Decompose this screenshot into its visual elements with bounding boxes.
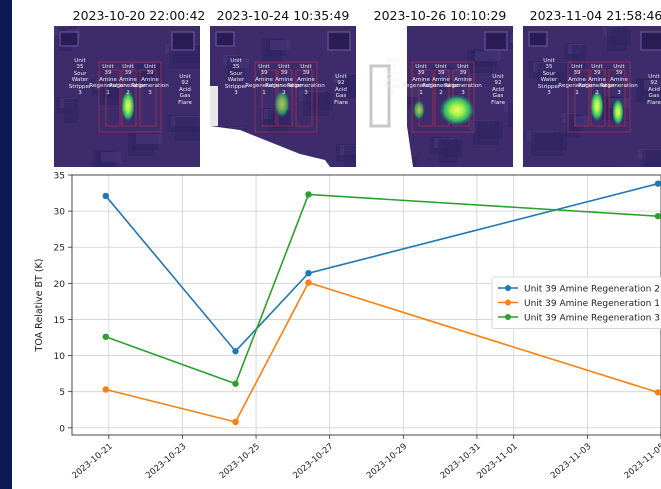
data-point: [654, 180, 661, 187]
unit-label: Unit 35 Sour Water Stripper 3: [224, 58, 248, 97]
figure-panel: 2023-10-20 22:00:42 2023-10-24 10:35:49 …: [12, 0, 661, 489]
line-chart: 0 5 10 15 20 25 30 35 2023-10-21 2023-10-23 2023-1…: [34, 172, 661, 481]
unit-label: Unit 39 Amine Regeneration 1: [402, 64, 440, 96]
x-tick-label: 2023-10-29: [365, 442, 409, 481]
data-point: [102, 386, 109, 393]
y-tick-label: 10: [54, 352, 66, 362]
legend-label: Unit 39 Amine Regeneration 3: [524, 314, 660, 324]
unit-label: Unit 92 Acid Gas Flare: [491, 74, 505, 106]
unit-label: Unit 39 Amine Regeneration 1: [89, 64, 127, 96]
unit-label: Unit 39 Amine Regeneration 3: [444, 64, 482, 96]
series-line: [105, 281, 659, 423]
unit-label: Unit 39 Amine Regeneration 2: [422, 64, 460, 96]
building-block: [327, 31, 351, 51]
thumbnail-title: 2023-10-24 10:35:49: [216, 8, 350, 23]
unit-label: Unit 39 Amine Regeneration 3: [287, 64, 325, 96]
data-point: [305, 270, 312, 277]
y-tick-label: 15: [54, 316, 65, 326]
unit-label: Unit 39 Amine Regeneration 2: [109, 64, 147, 96]
building-block: [484, 31, 508, 51]
data-point: [102, 192, 109, 200]
y-tick-label: 25: [54, 244, 65, 254]
unit-label: Unit 35 Sour Water Stripper 3: [537, 58, 561, 97]
data-point: [305, 191, 312, 198]
masked-area: [210, 86, 218, 126]
building-block: [215, 31, 235, 47]
thumbnail-title: 2023-10-26 10:10:29: [373, 8, 507, 23]
unit-label: Unit 39 Amine Regeneration 1: [245, 64, 283, 96]
legend-marker: [505, 299, 511, 306]
data-point: [654, 212, 661, 220]
facility-outline: [608, 69, 626, 127]
masked-area: [369, 64, 391, 128]
hotspot: [439, 94, 475, 126]
legend-label: Unit 39 Amine Regeneration 2: [524, 285, 660, 295]
hotspot: [121, 90, 135, 122]
unit-label: Unit 92 Acid Gas Flare: [647, 74, 661, 106]
facility-outline: [98, 61, 162, 133]
unit-label: Unit 35 Sour Water Stripper 3: [68, 58, 92, 97]
thermal-thumbnail: Unit 35 Sour Water Stripper 3 Unit 39 Ami…: [210, 26, 356, 167]
legend-marker: [505, 285, 511, 291]
y-tick-label: 20: [54, 280, 66, 290]
legend-marker: [505, 314, 511, 320]
x-tick-label: 2023-10-25: [218, 442, 262, 481]
facility-outline: [567, 61, 631, 133]
data-point: [654, 389, 661, 396]
facility-outline: [139, 69, 157, 127]
axes-frame: [71, 174, 661, 436]
hotspot: [612, 98, 624, 126]
x-tick-label: 2023-11-01: [475, 442, 519, 481]
facility-outline: [411, 61, 475, 133]
data-point: [232, 380, 239, 387]
data-point: [102, 333, 109, 340]
building-block: [528, 31, 548, 47]
hotspot: [413, 100, 425, 120]
series-line: [105, 182, 659, 353]
x-tick-label: 2023-11-03: [549, 442, 593, 481]
thumbnail-title: 2023-11-04 21:58:46: [529, 8, 661, 23]
unit-label: Unit 92 Acid Gas Flare: [178, 74, 192, 106]
thermal-thumbnail: Unit 35 Sour Water Stripper 3 Unit 39 Ami…: [523, 26, 661, 167]
y-tick-label: 5: [59, 388, 65, 398]
masked-area: [210, 126, 330, 167]
unit-label: Unit 92 Acid Gas Flare: [334, 74, 348, 106]
building-block: [59, 31, 79, 47]
thumbnail-title: 2023-10-20 22:00:42: [72, 8, 206, 23]
y-tick-label: 0: [59, 424, 65, 434]
unit-label: Unit 35 Sour Water Stripper 3: [381, 58, 405, 97]
x-tick-label: 2023-10-23: [144, 442, 188, 481]
unit-label: Unit 39 Amine Regeneration 2: [578, 64, 616, 96]
legend-box: [491, 276, 661, 329]
facility-outline: [418, 69, 434, 127]
facility-outline: [105, 69, 121, 127]
data-point: [232, 348, 239, 355]
x-tick-label: 2023-11-05: [623, 442, 661, 481]
y-tick-label: 35: [54, 172, 65, 182]
building-block: [171, 31, 195, 51]
legend-label: Unit 39 Amine Regeneration 1: [524, 299, 660, 309]
hotspot: [590, 90, 604, 122]
unit-label: Unit 39 Amine Regeneration 3: [131, 64, 169, 96]
y-axis-label: TOA Relative BT (K): [34, 259, 45, 353]
data-point: [305, 279, 312, 286]
hotspot: [274, 90, 290, 118]
y-tick-label: 30: [54, 208, 66, 218]
unit-label: Unit 39 Amine Regeneration 2: [265, 64, 303, 96]
thermal-thumbnail: Unit 35 Sour Water Stripper 3 Unit 39 Ami…: [54, 26, 200, 167]
facility-outline: [574, 69, 590, 127]
building-block: [640, 31, 661, 51]
x-tick-label: 2023-10-27: [291, 442, 335, 481]
unit-label: Unit 39 Amine Regeneration 1: [558, 64, 596, 96]
facility-outline: [254, 61, 318, 133]
facility-outline: [295, 69, 313, 127]
x-tick-label: 2023-10-21: [70, 442, 114, 481]
data-point: [232, 418, 239, 426]
series-line: [105, 193, 658, 385]
thermal-thumbnail: Unit 35 Sour Water Stripper 3 Unit 39 Ami…: [367, 26, 513, 167]
unit-label: Unit 39 Amine Regeneration 3: [600, 64, 638, 96]
